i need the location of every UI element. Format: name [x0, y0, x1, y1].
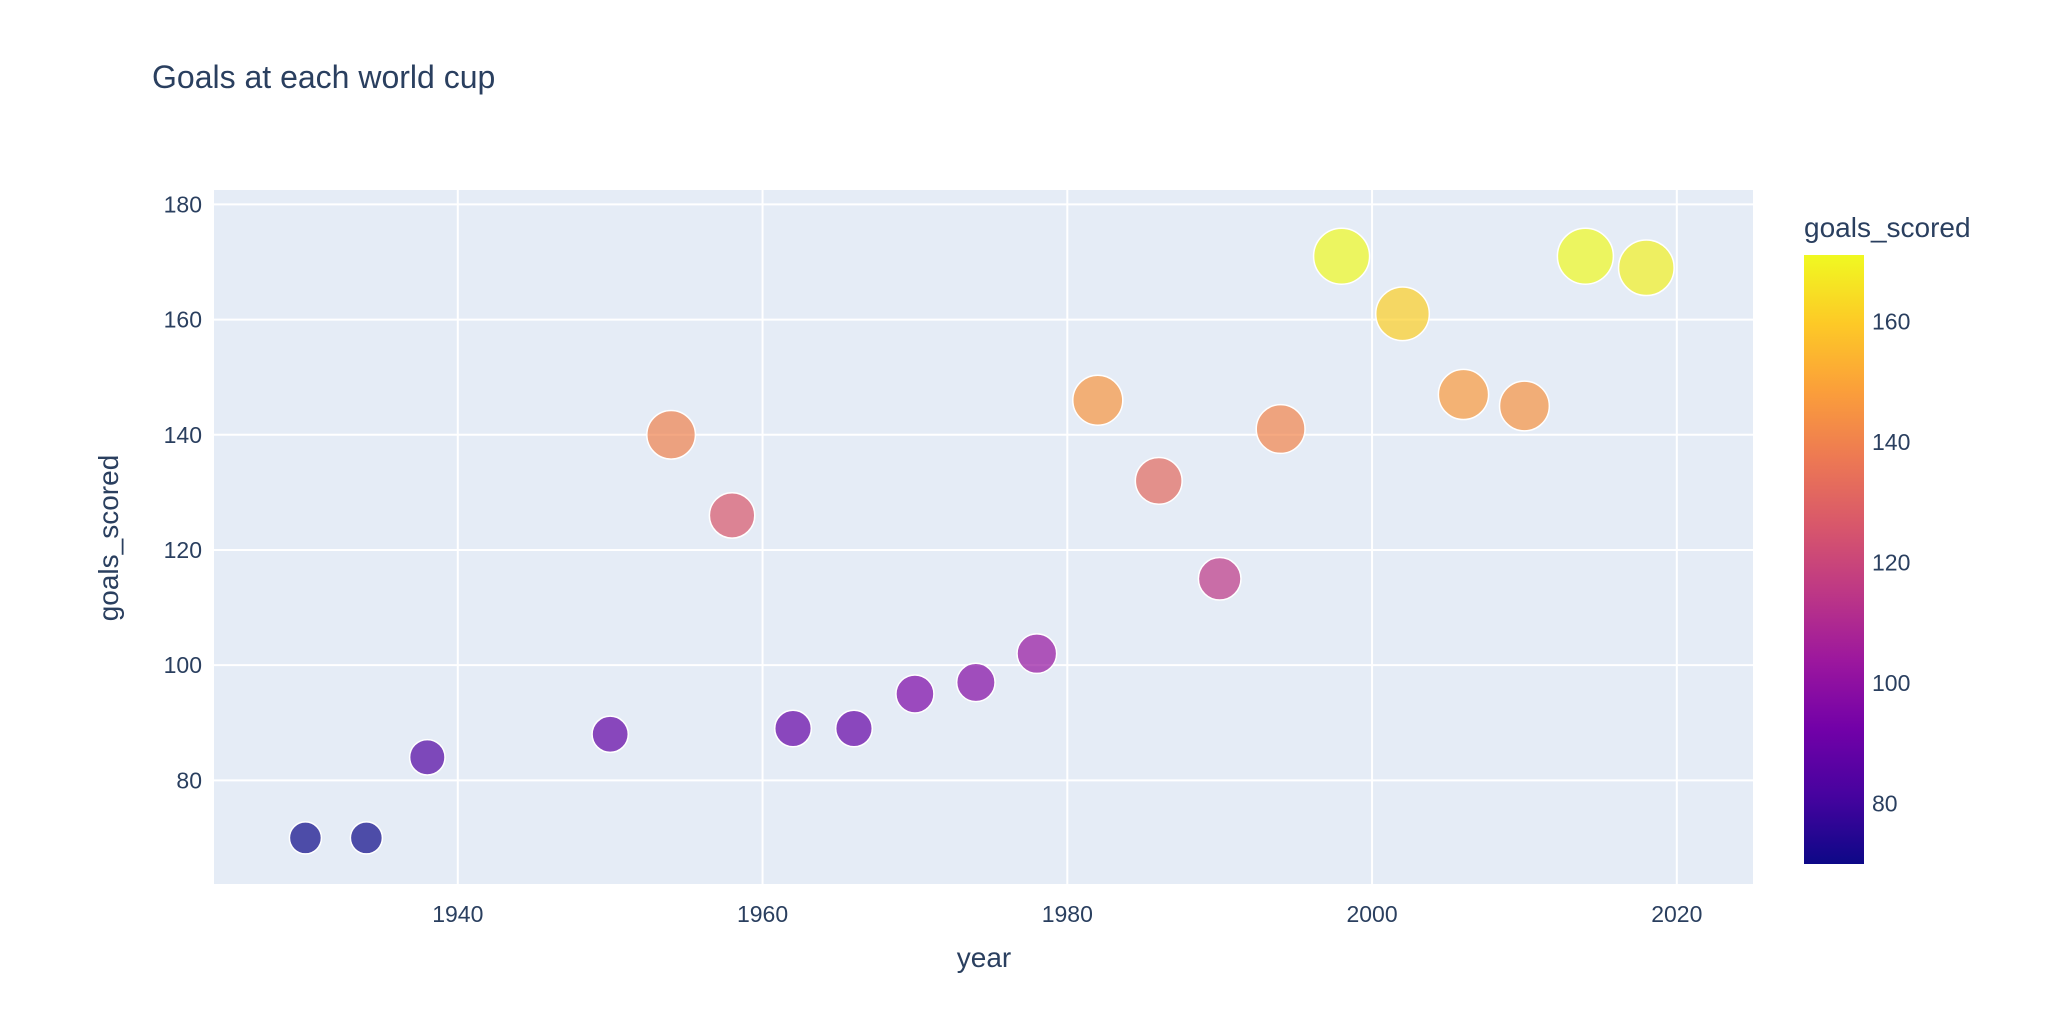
data-point [1312, 227, 1371, 285]
data-point [1072, 374, 1124, 426]
data-point [408, 738, 446, 776]
colorbar-tick-label: 160 [1872, 308, 1910, 334]
y-gridlines [214, 203, 1753, 782]
data-point [1556, 227, 1615, 285]
colorbar-ticks: 80 100 120 140 160 [1872, 308, 1910, 816]
colorbar-tick-label: 100 [1872, 670, 1910, 696]
data-point [349, 821, 384, 855]
data-point [1437, 368, 1490, 421]
y-tick-label: 180 [164, 191, 202, 217]
chart-title: Goals at each world cup [152, 59, 495, 95]
x-axis-title: year [957, 942, 1011, 973]
data-point [1134, 456, 1183, 505]
y-axis-title: goals_scored [93, 455, 124, 622]
x-gridlines [456, 190, 1678, 884]
x-tick-label: 1940 [432, 901, 483, 927]
x-tick-label: 1980 [1042, 901, 1093, 927]
data-point [1617, 239, 1675, 297]
colorbar-tick-label: 140 [1872, 429, 1910, 455]
y-tick-label: 100 [164, 652, 202, 678]
data-point [955, 662, 996, 703]
data-point [1374, 286, 1431, 342]
data-point [773, 709, 813, 748]
plot-area [214, 190, 1753, 884]
data-point [1197, 556, 1242, 601]
data-point [591, 715, 630, 754]
data-point [708, 491, 756, 539]
colorbar [1804, 255, 1864, 864]
data-point [895, 674, 935, 714]
colorbar-tick-label: 120 [1872, 550, 1910, 576]
colorbar-title: goals_scored [1804, 212, 1971, 243]
x-tick-label: 2020 [1651, 901, 1702, 927]
y-tick-label: 80 [176, 767, 202, 793]
x-tick-label: 1960 [737, 901, 788, 927]
data-point [1016, 633, 1058, 675]
y-axis-ticks: 80 100 120 140 160 180 [164, 191, 202, 793]
y-tick-label: 140 [164, 422, 202, 448]
data-point [288, 821, 323, 855]
y-tick-label: 160 [164, 307, 202, 333]
colorbar-tick-label: 80 [1872, 791, 1898, 817]
data-point [834, 709, 874, 748]
x-axis-ticks: 1940 1960 1980 2000 2020 [432, 901, 1702, 927]
data-point [1255, 403, 1306, 455]
scatter-markers [288, 227, 1675, 855]
x-tick-label: 2000 [1346, 901, 1397, 927]
data-point [646, 409, 697, 460]
data-point [1498, 380, 1551, 432]
y-tick-label: 120 [164, 537, 202, 563]
